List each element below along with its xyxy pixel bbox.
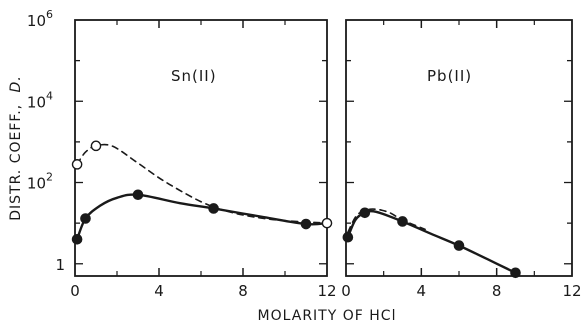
x-tick-label: 4: [417, 282, 427, 300]
y-tick-label: 104: [27, 89, 53, 111]
data-point-filled: [511, 268, 520, 277]
x-tick-label: 8: [238, 282, 248, 300]
panel-frame: [75, 20, 327, 276]
y-tick-label: 102: [27, 171, 53, 193]
data-point-filled: [133, 190, 142, 199]
x-ticks-right: [384, 20, 535, 276]
series-line-solid: [77, 195, 327, 240]
series-line-solid: [348, 211, 516, 273]
y-tick-exponent: 6: [46, 8, 53, 21]
y-tick-base: 10: [27, 175, 46, 193]
panel-frame: [346, 20, 572, 276]
y-tick-exponent: 4: [46, 89, 53, 102]
x-tick-label: 12: [562, 282, 581, 300]
x-tick-label: 12: [317, 282, 336, 300]
data-point-open: [322, 219, 331, 228]
series-line-dashed: [77, 145, 327, 224]
data-point-filled: [81, 214, 90, 223]
x-tick-label: 0: [341, 282, 351, 300]
panel-label-pb: Pb(II): [427, 67, 472, 85]
data-point-filled: [454, 241, 463, 250]
series-lines-right: [348, 209, 516, 273]
x-tick-labels-right: 0 4 8 12: [341, 282, 581, 300]
data-point-filled: [343, 233, 352, 242]
x-tick-label: 4: [154, 282, 164, 300]
data-point-filled: [398, 217, 407, 226]
y-ticks-left: [75, 61, 572, 264]
data-point-open: [91, 141, 100, 150]
y-axis-title-text: DISTR. COEFF.,: [8, 104, 24, 221]
x-axis-title: MOLARITY OF HCl: [258, 308, 397, 324]
series-points-right: [343, 208, 520, 277]
x-ticks-left: [117, 20, 285, 276]
data-point-filled: [360, 208, 369, 217]
y-axis-title: DISTR. COEFF., D.: [8, 75, 24, 221]
panel-label-sn: Sn(II): [171, 67, 217, 85]
series-line-dashed: [348, 209, 425, 232]
y-tick-base: 1: [55, 256, 65, 274]
y-tick-base: 10: [27, 93, 46, 111]
y-tick-exponent: 2: [46, 171, 53, 184]
series-points-left: [73, 141, 332, 244]
y-tick-base: 10: [27, 12, 46, 30]
x-tick-label: 0: [70, 282, 80, 300]
data-point-open: [73, 160, 82, 169]
panel-pb: 0 4 8 12 Pb(II): [341, 20, 581, 300]
y-tick-label: 1: [55, 256, 65, 274]
y-tick-label: 106: [27, 8, 53, 30]
x-tick-labels-left: 0 4 8 12: [70, 282, 336, 300]
data-point-filled: [209, 204, 218, 213]
series-lines-left: [77, 145, 327, 240]
data-point-filled: [73, 235, 82, 244]
data-point-filled: [301, 219, 310, 228]
x-tick-label: 8: [492, 282, 502, 300]
y-axis-title-symbol: D.: [8, 75, 24, 92]
